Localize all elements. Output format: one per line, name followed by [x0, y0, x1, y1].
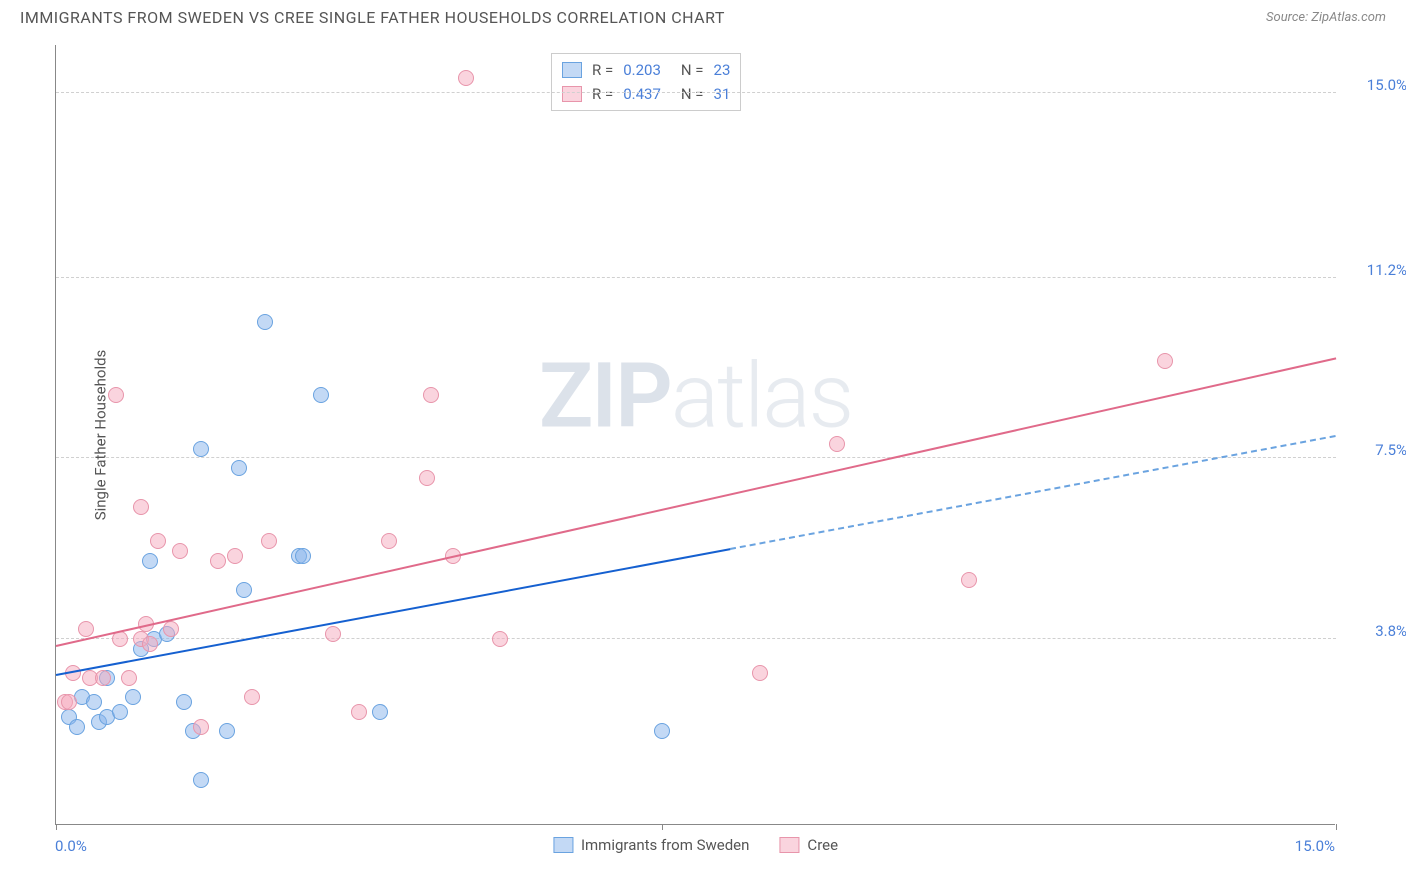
- data-point: [193, 719, 209, 735]
- legend-r-value: 0.203: [623, 61, 661, 79]
- y-tick-label: 15.0%: [1347, 76, 1406, 94]
- data-point: [458, 70, 474, 86]
- data-point: [244, 689, 260, 705]
- data-point: [829, 436, 845, 452]
- legend-swatch: [562, 62, 582, 78]
- data-point: [654, 723, 670, 739]
- gridline: [56, 277, 1336, 278]
- y-axis-label: Single Father Households: [91, 350, 109, 521]
- legend-stat-row: R = 0.437 N = 31: [562, 82, 730, 106]
- data-point: [492, 631, 508, 647]
- legend-swatch: [562, 86, 582, 102]
- data-point: [142, 553, 158, 569]
- x-max-label: 15.0%: [1295, 837, 1335, 855]
- data-point: [133, 499, 149, 515]
- legend-stats: R = 0.203 N = 23 R = 0.437 N = 31: [551, 53, 741, 111]
- data-point: [61, 694, 77, 710]
- data-point: [125, 689, 141, 705]
- data-point: [142, 636, 158, 652]
- trend-line: [730, 435, 1336, 550]
- data-point: [176, 694, 192, 710]
- data-point: [236, 582, 252, 598]
- gridline: [56, 92, 1336, 93]
- legend-r-label: R =: [592, 61, 613, 79]
- x-tick-mark: [662, 824, 663, 830]
- data-point: [752, 665, 768, 681]
- data-point: [86, 694, 102, 710]
- y-tick-label: 3.8%: [1347, 622, 1406, 640]
- chart-container: ZIPatlas R =0.203N =23R =0.437N =31 Immi…: [55, 45, 1335, 825]
- data-point: [1157, 353, 1173, 369]
- x-axis-labels: 0.0% 15.0%: [55, 837, 1335, 855]
- data-point: [231, 460, 247, 476]
- gridline: [56, 457, 1336, 458]
- data-point: [261, 533, 277, 549]
- watermark: ZIPatlas: [539, 343, 852, 448]
- data-point: [95, 670, 111, 686]
- data-point: [257, 314, 273, 330]
- y-tick-label: 7.5%: [1347, 441, 1406, 459]
- data-point: [112, 704, 128, 720]
- data-point: [121, 670, 137, 686]
- x-tick-mark: [1336, 824, 1337, 830]
- legend-n-label: N =: [681, 85, 704, 103]
- data-point: [210, 553, 226, 569]
- plot-area: ZIPatlas R =0.203N =23R =0.437N =31 Immi…: [55, 45, 1335, 825]
- trend-line: [56, 357, 1336, 647]
- data-point: [108, 387, 124, 403]
- data-point: [419, 470, 435, 486]
- y-tick-label: 11.2%: [1347, 261, 1406, 279]
- data-point: [372, 704, 388, 720]
- data-point: [150, 533, 166, 549]
- x-tick-mark: [56, 824, 57, 830]
- legend-n-label: N =: [681, 61, 704, 79]
- x-min-label: 0.0%: [55, 837, 87, 855]
- data-point: [227, 548, 243, 564]
- legend-r-value: 0.437: [623, 85, 661, 103]
- data-point: [193, 772, 209, 788]
- data-point: [381, 533, 397, 549]
- data-point: [193, 441, 209, 457]
- data-point: [295, 548, 311, 564]
- data-point: [351, 704, 367, 720]
- data-point: [423, 387, 439, 403]
- data-point: [313, 387, 329, 403]
- chart-title: IMMIGRANTS FROM SWEDEN VS CREE SINGLE FA…: [20, 8, 725, 27]
- legend-n-value: 23: [714, 61, 731, 79]
- legend-stat-row: R = 0.203 N = 23: [562, 58, 730, 82]
- data-point: [219, 723, 235, 739]
- legend-n-value: 31: [714, 85, 731, 103]
- legend-r-label: R =: [592, 85, 613, 103]
- trend-line: [56, 548, 730, 676]
- data-point: [172, 543, 188, 559]
- data-point: [163, 621, 179, 637]
- source-attribution: Source: ZipAtlas.com: [1266, 10, 1386, 25]
- data-point: [78, 621, 94, 637]
- data-point: [325, 626, 341, 642]
- data-point: [961, 572, 977, 588]
- data-point: [69, 719, 85, 735]
